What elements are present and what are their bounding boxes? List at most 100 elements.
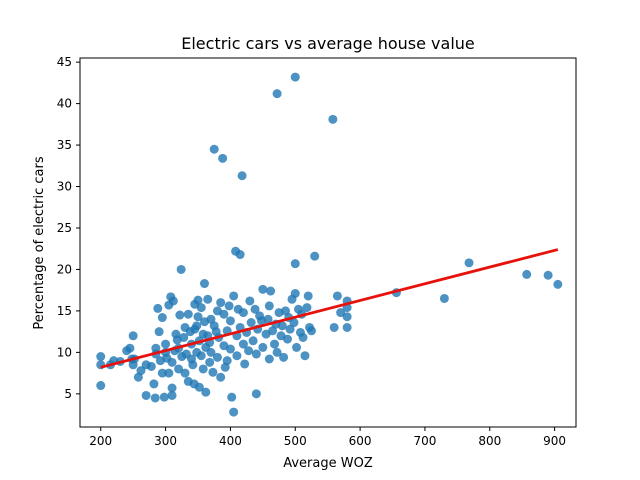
data-point [285,324,295,334]
data-point [96,360,106,370]
data-point [157,313,167,323]
data-point [227,392,237,402]
data-point [157,368,167,378]
data-point [263,314,273,324]
data-point [168,296,178,306]
data-point [328,114,338,124]
data-point [167,383,177,393]
data-point [290,72,300,82]
y-tick-label: 10 [57,345,72,359]
data-point [154,327,164,337]
data-point [292,342,302,352]
data-point [290,259,300,269]
data-point [188,360,198,370]
data-point [310,251,320,261]
data-point [282,334,292,344]
data-point [196,351,206,361]
data-point [464,258,474,268]
data-point [194,382,204,392]
data-point [336,308,346,318]
data-point [266,286,276,296]
data-point [225,316,235,326]
data-point [196,303,206,313]
data-point [180,368,190,378]
data-points [96,72,563,417]
data-point [300,351,310,361]
data-point [329,322,339,332]
data-point [245,296,255,306]
data-point [146,361,156,371]
data-point [225,344,235,354]
y-tick-label: 25 [57,221,72,235]
data-point [161,339,171,349]
x-tick-label: 500 [284,434,307,448]
x-tick-label: 400 [219,434,242,448]
data-point [229,407,239,417]
data-point [244,346,254,356]
data-point [179,332,189,342]
data-point [279,352,289,362]
data-point [238,308,248,318]
data-point [198,364,208,374]
y-tick-label: 20 [57,262,72,276]
x-tick-label: 300 [154,434,177,448]
x-tick-label: 200 [89,434,112,448]
data-point [264,301,274,311]
data-point [332,291,342,301]
data-point [206,347,216,357]
data-point [183,309,193,319]
data-point [216,372,226,382]
x-tick-label: 800 [478,434,501,448]
y-tick-label: 5 [64,387,72,401]
data-point [150,393,160,403]
data-point [136,366,146,376]
data-point [522,269,532,279]
data-point [176,264,186,274]
data-point [125,343,135,353]
plot-frame [79,57,577,428]
data-point [167,357,177,367]
data-point [342,312,352,322]
x-tick-label: 600 [349,434,372,448]
data-point [439,293,449,303]
y-tick-label: 15 [57,304,72,318]
data-point [237,171,247,181]
data-point [96,352,106,362]
data-point [251,349,261,359]
data-point [342,322,352,332]
data-point [128,331,138,341]
y-tick-label: 45 [57,55,72,69]
data-point [240,359,250,369]
data-point [229,291,239,301]
data-point [238,339,248,349]
data-point [258,342,268,352]
data-point [174,364,184,374]
data-point [264,354,274,364]
data-point [250,304,260,314]
x-axis: 200 300 400 500 600 700 800 900 [89,427,566,448]
data-point [203,294,213,304]
x-axis-label: Average WOZ [283,456,373,471]
y-tick-label: 35 [57,138,72,152]
x-tick-label: 700 [413,434,436,448]
data-point [175,310,185,320]
data-point [153,303,163,313]
data-point [201,387,211,397]
data-point [222,356,232,366]
data-point [208,367,218,377]
x-tick-label: 900 [543,434,566,448]
y-tick-label: 40 [57,97,72,111]
chart-title: Electric cars vs average house value [181,34,475,53]
data-point [272,347,282,357]
data-point [553,279,563,289]
data-point [193,312,203,322]
data-point [209,144,219,154]
data-point [543,270,553,280]
data-point [219,309,229,319]
data-point [218,153,228,163]
data-point [235,250,245,260]
data-point [199,279,209,289]
data-point [96,381,106,391]
data-point [290,288,300,298]
